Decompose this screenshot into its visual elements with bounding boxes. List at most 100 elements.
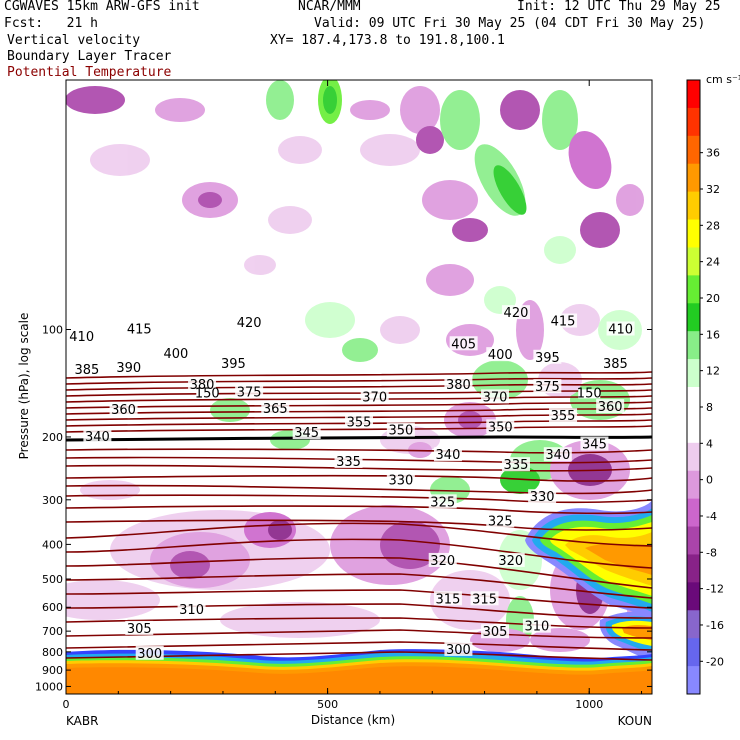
theta-label-bg (481, 389, 510, 404)
theta-label-bg (533, 379, 562, 394)
y-tick-label: 900 (42, 664, 63, 677)
colorbar-tick-label: -20 (706, 655, 724, 668)
colorbar-swatch (687, 638, 700, 667)
theta-label: 395 (221, 357, 246, 372)
theta-label-bg (486, 513, 515, 528)
colorbar-tick-label: 0 (706, 474, 713, 487)
theta-label: 380 (190, 378, 215, 393)
colorbar-swatch (687, 359, 700, 388)
theta-label: 355 (551, 409, 576, 424)
theta-label: 315 (436, 592, 461, 607)
model-title: CGWAVES 15km ARW-GFS init (4, 0, 200, 14)
theta-label-bg (125, 321, 154, 336)
theta-label-bg (444, 641, 473, 656)
theta-label-group: 410 415 420 420 415 410 400 395 405 400 395 385 385 3… (67, 305, 635, 662)
theta-label-bg (177, 601, 206, 616)
y-tick-label: 100 (42, 323, 63, 336)
theta-label: 360 (598, 400, 623, 415)
theta-label: 305 (127, 622, 152, 637)
colorbar-tick-label: 4 (706, 437, 713, 450)
theta-label-bg (219, 356, 248, 371)
theta-label-bg (444, 376, 473, 391)
theta-label: 345 (582, 438, 607, 453)
theta-label: 410 (69, 330, 94, 345)
y-tick-label: 800 (42, 646, 63, 659)
colorbar-swatch (687, 219, 700, 248)
init-time: Init: 12 UTC Thu 29 May 25 (517, 0, 721, 14)
y-axis-label: Pressure (hPa), log scale (17, 313, 31, 460)
theta-label: 325 (488, 514, 513, 529)
theta-label: 375 (237, 385, 262, 400)
theta-label: 390 (116, 361, 141, 376)
colorbar: 36 32 28 24 20 16 12 8 4 0 -4 -8 -12 -16 -20 (686, 79, 724, 695)
theta-label: 300 (446, 643, 471, 658)
theta-label-bg (345, 414, 373, 429)
colorbar-swatch (687, 610, 700, 639)
theta-label: 305 (483, 625, 508, 640)
y-tick-label: 400 (42, 538, 63, 551)
colorbar-tick-label: 16 (706, 328, 720, 341)
theta-label-bg (496, 552, 525, 567)
theta-label-bg (125, 620, 154, 635)
theta-label-bg (501, 305, 530, 320)
theta-label-bg (360, 389, 389, 404)
tropopause-label: 150 (195, 386, 220, 401)
theta-label-bg (386, 422, 415, 437)
theta-label: 365 (263, 402, 288, 417)
theta-label-bg (109, 401, 138, 416)
plot-frame (65, 79, 653, 695)
colorbar-swatch (687, 275, 700, 304)
theta-label-bg (501, 457, 530, 472)
theta-label: 350 (488, 420, 513, 435)
theta-label-bg (67, 329, 96, 344)
y-tick-label: 600 (42, 601, 63, 614)
field-vertical-velocity: Vertical velocity (7, 33, 141, 48)
theta-label-bg (470, 591, 499, 606)
theta-label-bg (601, 356, 630, 371)
theta-label: 340 (85, 430, 110, 445)
colorbar-tick-label: 20 (706, 292, 720, 305)
colorbar-swatch (687, 554, 700, 583)
theta-label: 370 (362, 390, 387, 405)
colorbar-tick-label: 24 (706, 256, 720, 269)
x-tick-label: 0 (63, 698, 70, 711)
theta-label-bg (161, 345, 190, 360)
theta-label-bg (486, 347, 515, 362)
org-label: NCAR/MMM (298, 0, 361, 14)
theta-label-bg (428, 494, 457, 509)
theta-label: 320 (498, 554, 523, 569)
theta-label: 410 (608, 322, 633, 337)
theta-label-bg (486, 419, 515, 434)
theta-label-bg (580, 436, 609, 451)
theta-label: 420 (237, 316, 262, 331)
theta-label-bg (292, 425, 321, 440)
theta-label-bg (449, 336, 478, 351)
colorbar-swatch (687, 191, 700, 221)
theta-label-bg (522, 618, 551, 633)
theta-label: 310 (524, 620, 549, 635)
colorbar-units: cm s⁻¹ (706, 73, 740, 86)
theta-label-bg (481, 624, 510, 639)
theta-label: 385 (75, 363, 100, 378)
theta-label: 405 (451, 337, 476, 352)
field-boundary-layer-tracer: Boundary Layer Tracer (7, 49, 172, 64)
theta-label-bg (72, 362, 101, 377)
cross-section-endpoints: XY= 187.4,173.8 to 191.8,100.1 (270, 33, 505, 48)
theta-label-bg (261, 400, 290, 415)
colorbar-swatch (687, 107, 700, 137)
colorbar-frame (686, 79, 701, 695)
field-potential-temperature: Potential Temperature (7, 65, 172, 80)
colorbar-swatch (687, 247, 700, 276)
x-tick-label: 1000 (575, 698, 603, 711)
theta-label: 335 (336, 455, 361, 470)
colorbar-swatch (687, 80, 700, 109)
colorbar-tick-label: 36 (706, 147, 720, 160)
x-axis-label: Distance (km) (311, 713, 395, 727)
colorbar-swatch (687, 470, 700, 500)
theta-label-bg (114, 359, 143, 374)
colorbar-swatch (687, 582, 700, 611)
theta-label: 335 (504, 458, 529, 473)
theta-label: 415 (127, 322, 152, 337)
theta-label-bg (549, 313, 578, 328)
